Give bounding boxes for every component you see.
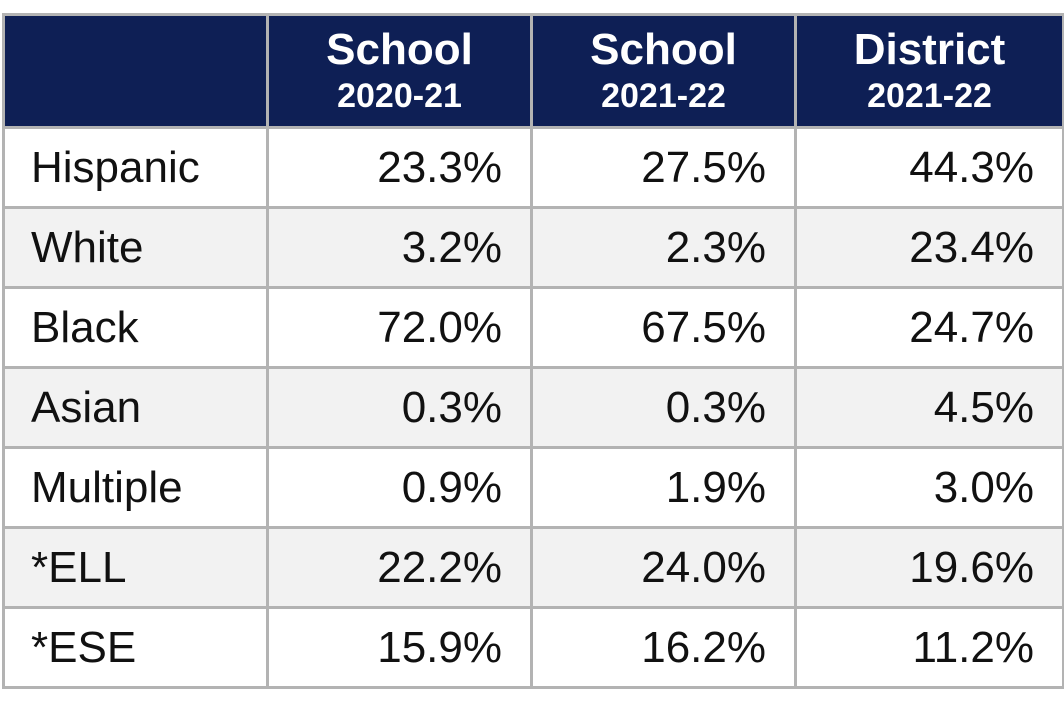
row-label: White xyxy=(2,206,269,289)
header-corner xyxy=(2,13,269,129)
table-row: Black 72.0% 67.5% 24.7% xyxy=(2,286,1064,369)
row-label: Multiple xyxy=(2,446,269,529)
table-row: White 3.2% 2.3% 23.4% xyxy=(2,206,1064,289)
table-row: *ESE 15.9% 16.2% 11.2% xyxy=(2,606,1064,689)
table-container: School 2020-21 School 2021-22 District 2021-2… xyxy=(2,13,1064,689)
row-label: Asian xyxy=(2,366,269,449)
table-row: Asian 0.3% 0.3% 4.5% xyxy=(2,366,1064,449)
cell-value: 72.0% xyxy=(266,286,533,369)
cell-value: 44.3% xyxy=(794,126,1064,209)
cell-value: 1.9% xyxy=(530,446,797,529)
cell-value: 23.3% xyxy=(266,126,533,209)
column-header: District 2021-22 xyxy=(794,13,1064,129)
row-label: Black xyxy=(2,286,269,369)
table-row: Multiple 0.9% 1.9% 3.0% xyxy=(2,446,1064,529)
cell-value: 0.3% xyxy=(530,366,797,449)
row-label: *ESE xyxy=(2,606,269,689)
cell-value: 11.2% xyxy=(794,606,1064,689)
cell-value: 22.2% xyxy=(266,526,533,609)
row-label: *ELL xyxy=(2,526,269,609)
column-header: School 2020-21 xyxy=(266,13,533,129)
table-row: *ELL 22.2% 24.0% 19.6% xyxy=(2,526,1064,609)
cell-value: 3.2% xyxy=(266,206,533,289)
column-title: School xyxy=(326,25,473,74)
cell-value: 24.0% xyxy=(530,526,797,609)
cell-value: 23.4% xyxy=(794,206,1064,289)
row-label: Hispanic xyxy=(2,126,269,209)
cell-value: 67.5% xyxy=(530,286,797,369)
demographics-table: School 2020-21 School 2021-22 District 2021-2… xyxy=(2,13,1064,689)
column-period: 2021-22 xyxy=(867,77,992,115)
column-title: District xyxy=(853,25,1006,74)
cell-value: 15.9% xyxy=(266,606,533,689)
cell-value: 4.5% xyxy=(794,366,1064,449)
cell-value: 3.0% xyxy=(794,446,1064,529)
cell-value: 19.6% xyxy=(794,526,1064,609)
column-title: School xyxy=(590,25,737,74)
cell-value: 27.5% xyxy=(530,126,797,209)
column-period: 2021-22 xyxy=(601,77,726,115)
cell-value: 16.2% xyxy=(530,606,797,689)
cell-value: 0.9% xyxy=(266,446,533,529)
cell-value: 2.3% xyxy=(530,206,797,289)
column-period: 2020-21 xyxy=(337,77,462,115)
cell-value: 24.7% xyxy=(794,286,1064,369)
table-row: Hispanic 23.3% 27.5% 44.3% xyxy=(2,126,1064,209)
cell-value: 0.3% xyxy=(266,366,533,449)
column-header: School 2021-22 xyxy=(530,13,797,129)
header-row: School 2020-21 School 2021-22 District 2021-2… xyxy=(2,13,1064,129)
